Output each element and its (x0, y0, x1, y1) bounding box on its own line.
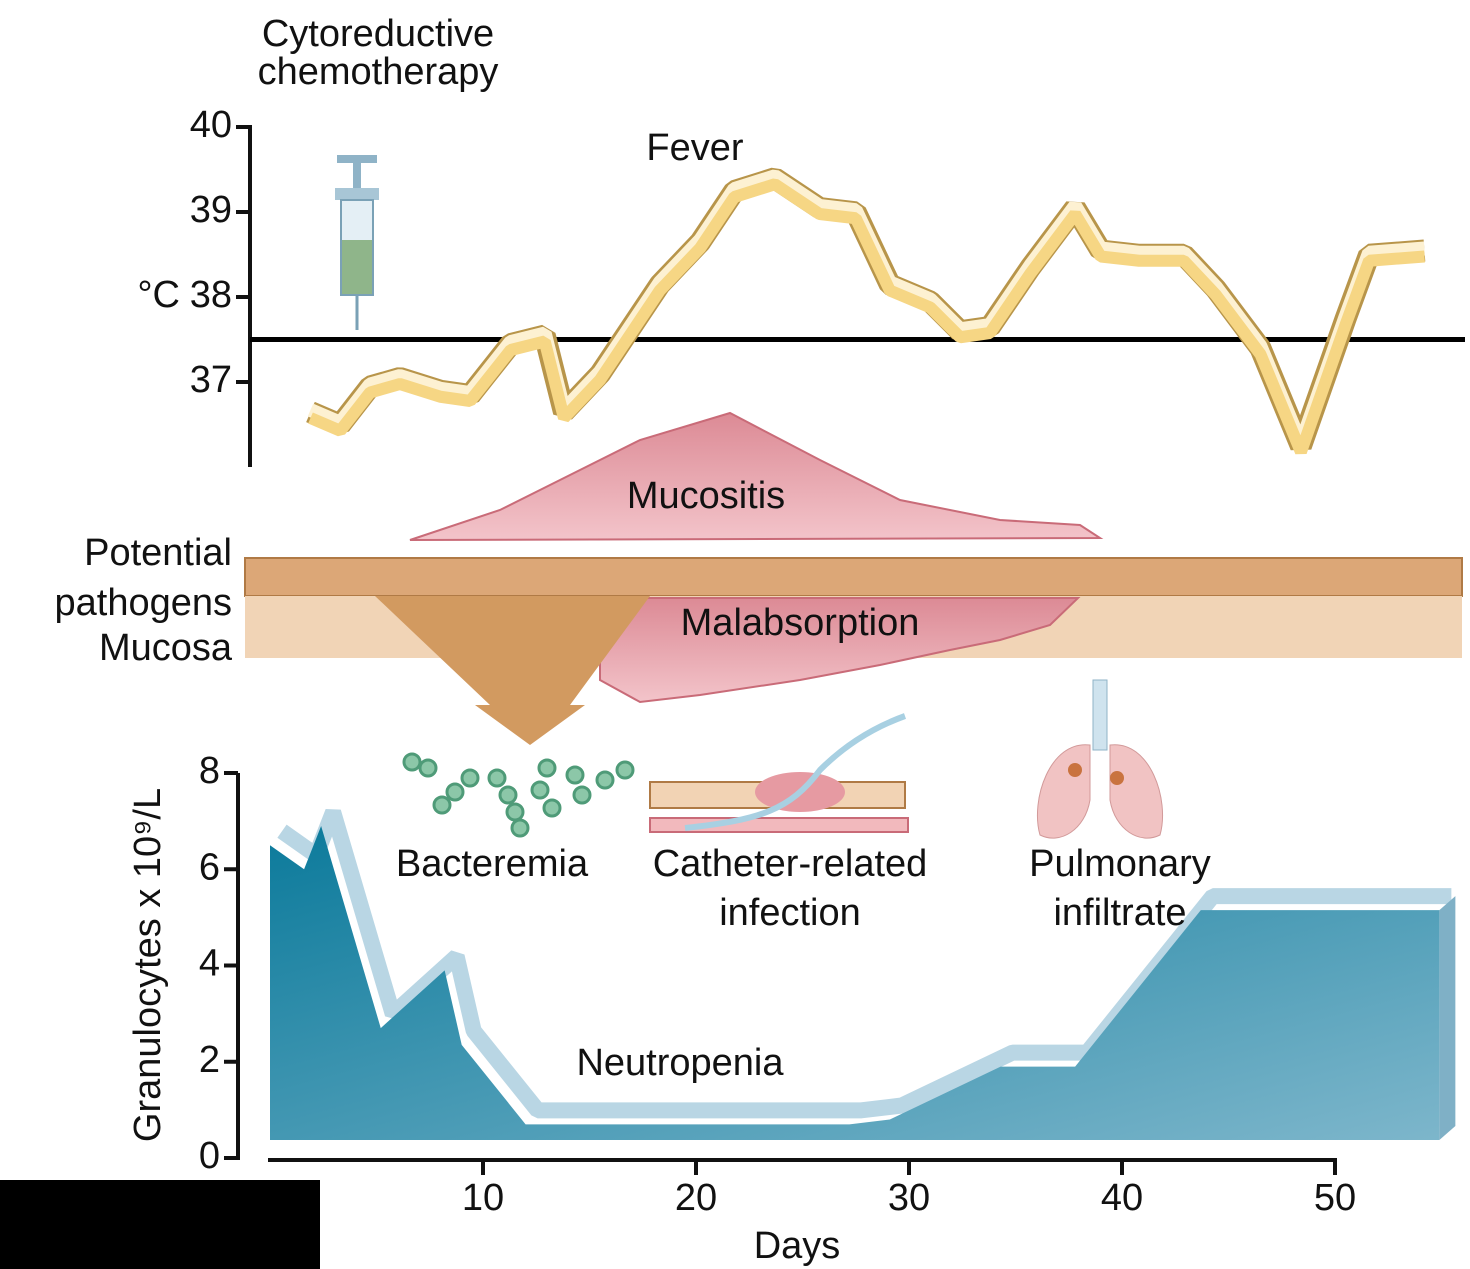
y-tick-label: 37 (190, 359, 232, 401)
y-tick-label: 8 (199, 750, 220, 792)
pathogen-band (244, 557, 1463, 597)
malabsorption-shape (599, 597, 1081, 704)
x-tick-label: 30 (888, 1177, 930, 1219)
x-tick-label: 50 (1314, 1177, 1356, 1219)
series-label: Neutropenia (576, 1042, 784, 1084)
bacteremia-label: Bacteremia (396, 843, 589, 885)
y-axis-label: Granulocytes x 10⁹/L (127, 788, 169, 1142)
invasion-arrow (375, 596, 650, 745)
pulmonary-label: Pulmonary (1029, 843, 1211, 885)
mucosa-label: Mucosa (99, 627, 233, 669)
y-axis-label: °C (137, 274, 180, 316)
catheter-icon (649, 713, 909, 833)
mucositis-label: Mucositis (627, 475, 785, 517)
fever-line (308, 178, 1425, 455)
mucositis-shape (409, 411, 1104, 541)
x-tick-label: 20 (675, 1177, 717, 1219)
area-side-face (1439, 896, 1456, 1140)
syringe-icon (335, 155, 379, 330)
y-tick-label: 2 (199, 1039, 220, 1081)
x-tick-label: 10 (462, 1177, 504, 1219)
chemo-label: Cytoreductive (262, 13, 494, 55)
pulmonary-label: infiltrate (1053, 892, 1186, 934)
y-tick-label: 0 (199, 1135, 220, 1177)
y-tick-label: 38 (190, 274, 232, 316)
malabsorption-label: Malabsorption (681, 602, 920, 644)
pathogens-label: pathogens (55, 582, 233, 624)
ribbon-shadow (306, 167, 1426, 451)
y-tick-label: 40 (190, 104, 232, 146)
redaction-box (0, 1180, 320, 1269)
neutropenia-area (270, 825, 1440, 1140)
lungs-icon (1036, 679, 1164, 839)
x-axis-label: Days (754, 1225, 841, 1267)
pathogens-label: Potential (84, 532, 232, 574)
catheter-label: infection (719, 892, 861, 934)
catheter-label: Catheter-related (653, 843, 928, 885)
y-tick-label: 4 (199, 943, 220, 985)
y-tick-label: 6 (199, 846, 220, 888)
bacteria-icon (402, 752, 635, 838)
y-tick-label: 39 (190, 189, 232, 231)
chemo-label: chemotherapy (258, 51, 499, 93)
series-label: Fever (646, 127, 743, 169)
x-tick-label: 40 (1101, 1177, 1143, 1219)
